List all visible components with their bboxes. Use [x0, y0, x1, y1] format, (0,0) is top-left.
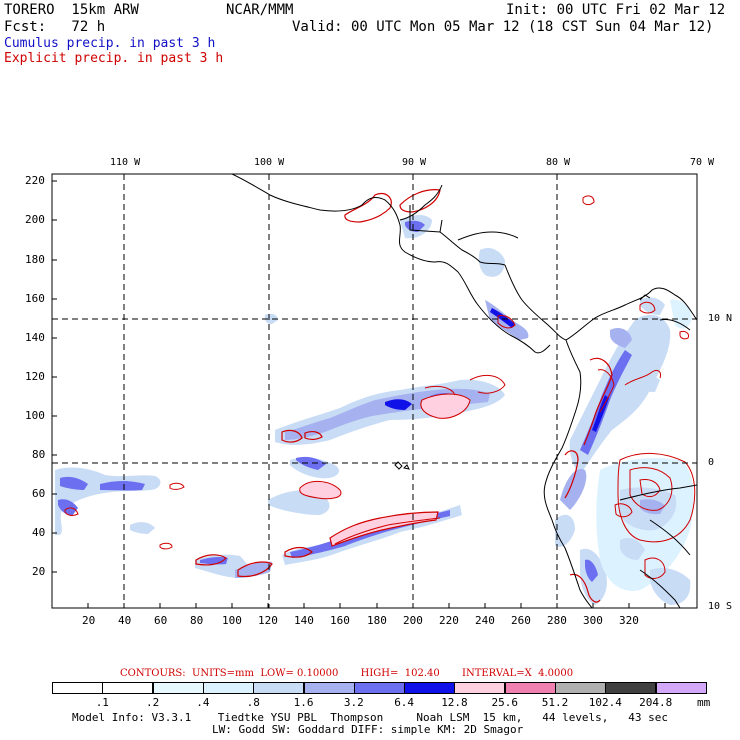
legend-value-label: 3.2	[343, 696, 364, 709]
model-physics-info: LW: Godd SW: Goddard DIFF: simple KM: 2D…	[212, 723, 524, 736]
legend-unit: mm	[697, 696, 711, 709]
axis-ticks	[52, 180, 666, 608]
y-tick-label: 80	[32, 448, 46, 461]
lat-label-10n: 10 N	[708, 313, 733, 324]
legend-value-label: .4	[196, 696, 210, 709]
lon-label-70w: 70 W	[690, 157, 715, 168]
x-tick-label: 260	[511, 614, 531, 627]
lat-label-10s: 10 S	[708, 601, 733, 612]
legend-swatch	[404, 682, 456, 694]
legend-value-label: 25.6	[491, 696, 519, 709]
x-tick-label: 180	[367, 614, 387, 627]
legend-swatch	[655, 682, 707, 694]
x-tick-label: 220	[439, 614, 459, 627]
legend-value-label: .8	[246, 696, 260, 709]
model-title: TORERO 15km ARW	[4, 2, 139, 18]
lat-lon-grid	[52, 174, 697, 608]
y-tick-label: 200	[25, 213, 45, 226]
legend-value-label: 6.4	[394, 696, 415, 709]
legend-value-label: 12.8	[441, 696, 468, 709]
model-info: Model Info: V3.3.1 Tiedtke YSU PBL Thomp…	[72, 711, 669, 724]
legend-swatch	[504, 682, 556, 694]
legend-swatch	[605, 682, 657, 694]
x-tick-label: 100	[222, 614, 242, 627]
y-tick-label: 160	[25, 292, 45, 305]
legend-swatch	[303, 682, 355, 694]
y-tick-label: 180	[25, 253, 45, 266]
coastlines	[231, 174, 697, 608]
lat-label-0: 0	[708, 457, 715, 468]
legend-value-label: 1.6	[293, 696, 314, 709]
legend-value-label: .1	[95, 696, 109, 709]
cumulus-precip-label: Cumulus precip. in past 3 h	[4, 36, 216, 51]
legend-swatch	[353, 682, 405, 694]
map-frame	[51, 173, 698, 609]
y-tick-label: 20	[32, 565, 46, 578]
y-tick-label: 140	[25, 331, 45, 344]
y-tick-label: 220	[25, 174, 45, 187]
forecast-hour: Fcst: 72 h	[4, 19, 106, 35]
y-tick-label: 100	[25, 409, 45, 422]
x-tick-label: 160	[330, 614, 350, 627]
legend-swatch	[555, 682, 606, 694]
map-plot-area	[52, 174, 697, 608]
x-tick-label: 320	[619, 614, 639, 627]
lon-label-110w: 110 W	[110, 157, 141, 168]
lon-label-80w: 80 W	[546, 157, 571, 168]
y-tick-label: 40	[32, 526, 46, 539]
legend-swatch	[253, 682, 305, 694]
x-tick-label: 140	[294, 614, 314, 627]
x-tick-label: 40	[118, 614, 132, 627]
legend-value-label: 102.4	[588, 696, 622, 709]
x-tick-label: 120	[258, 614, 278, 627]
x-tick-label: 300	[583, 614, 603, 627]
x-tick-label: 200	[403, 614, 423, 627]
lon-label-90w: 90 W	[402, 157, 427, 168]
init-time: Init: 00 UTC Fri 02 Mar 12	[506, 2, 726, 18]
legend-swatch	[454, 682, 506, 694]
institution-label: NCAR/MMM	[226, 2, 294, 18]
explicit-precip-contours	[64, 189, 696, 603]
legend-value-label: 51.2	[541, 696, 569, 709]
explicit-precip-label: Explicit precip. in past 3 h	[4, 51, 224, 66]
legend-swatch	[102, 682, 154, 694]
x-tick-label: 240	[475, 614, 495, 627]
x-tick-label: 280	[547, 614, 567, 627]
lon-label-100w: 100 W	[254, 157, 285, 168]
contours-info: CONTOURS: UNITS=mm LOW= 0.10000 HIGH= 10…	[120, 668, 574, 679]
legend-value-label: .2	[146, 696, 160, 709]
x-tick-label: 20	[82, 614, 96, 627]
cumulus-precip-shading	[55, 215, 694, 605]
legend-value-label: 204.8	[639, 696, 673, 709]
legend-swatch	[152, 682, 204, 694]
y-tick-label: 120	[25, 370, 45, 383]
y-tick-label: 60	[32, 487, 46, 500]
valid-time: Valid: 00 UTC Mon 05 Mar 12 (18 CST Sun …	[292, 19, 714, 35]
legend-swatch	[52, 682, 103, 694]
x-tick-label: 80	[190, 614, 204, 627]
x-tick-label: 60	[154, 614, 168, 627]
legend-swatch	[202, 682, 254, 694]
